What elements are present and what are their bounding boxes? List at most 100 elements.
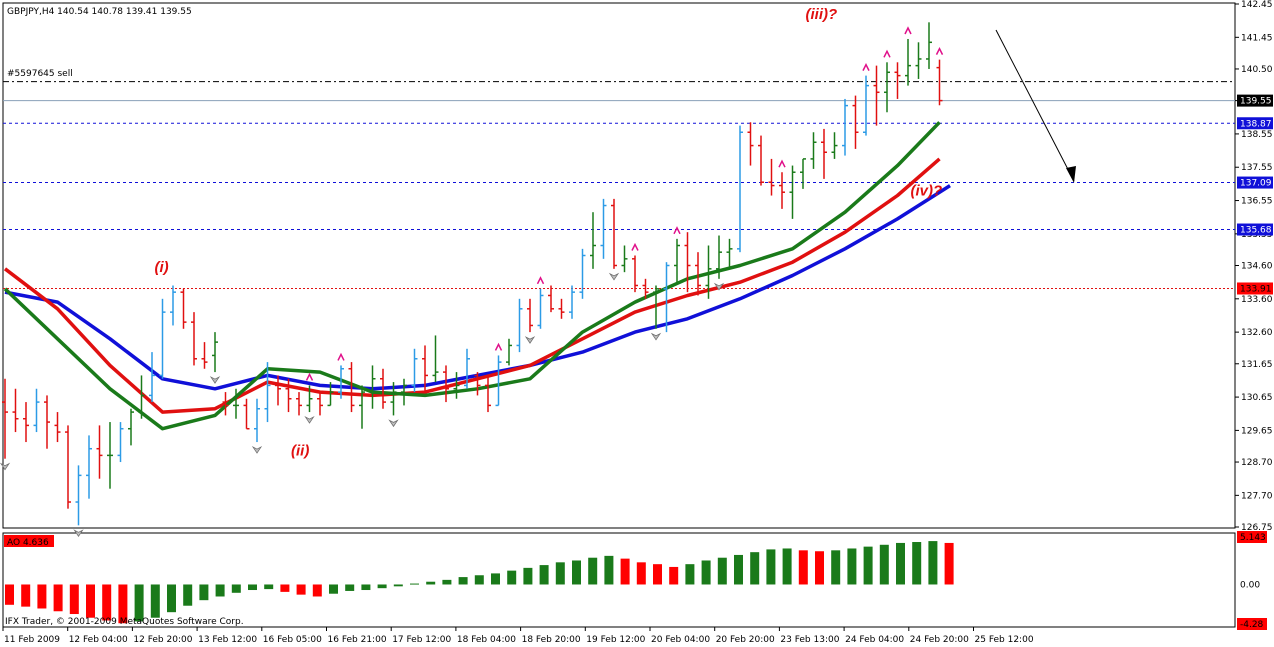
- wave-label: (ii): [291, 442, 309, 459]
- ao-label: AO 4.636: [7, 538, 49, 548]
- wave-label: (i): [155, 259, 169, 276]
- ao-bar: [199, 584, 209, 601]
- price-marker: [1237, 94, 1273, 107]
- ohlc-bar: [726, 238, 733, 269]
- ohlc-bar: [264, 362, 271, 423]
- ohlc-bar: [842, 98, 848, 156]
- price-marker-label: 139.55: [1240, 97, 1272, 107]
- fractal-up-icon: [337, 352, 345, 361]
- price-lines: [3, 81, 1235, 289]
- time-tick-label: 24 Feb 20:00: [910, 635, 969, 645]
- ohlc-bar: [243, 398, 250, 430]
- time-tick-label: 18 Feb 20:00: [522, 635, 581, 645]
- ao-bar: [102, 584, 112, 621]
- ohlc-bar: [789, 165, 796, 219]
- ohlc-bar: [926, 22, 932, 69]
- time-tick-label: 20 Feb 04:00: [651, 635, 710, 645]
- ao-bar: [928, 541, 938, 585]
- ao-bar: [896, 542, 905, 585]
- price-tick-label: 130.65: [1241, 393, 1273, 403]
- fractal-up-icon: [305, 372, 314, 381]
- price-marker: [1237, 117, 1273, 130]
- ao-bar: [669, 566, 679, 585]
- ao-bar: [912, 542, 922, 585]
- time-tick-label: 20 Feb 20:00: [716, 635, 775, 645]
- ao-bar: [248, 584, 257, 591]
- ao-bar: [167, 584, 176, 613]
- ohlc-bar: [579, 248, 586, 299]
- ohlc-bar: [233, 388, 239, 419]
- ohlc-bar: [96, 425, 103, 479]
- fractal-down-icon: [0, 462, 11, 471]
- ao-bar: [539, 565, 549, 585]
- fractal-down-icon: [388, 419, 399, 428]
- fractal-down-icon: [304, 416, 315, 424]
- ao-bar: [37, 584, 47, 609]
- ohlc-bar: [758, 135, 764, 186]
- ohlc-bar: [695, 252, 701, 296]
- ohlc-bar: [663, 262, 670, 333]
- time-tick-label: 23 Feb 13:00: [780, 635, 839, 645]
- ohlc-bar: [485, 375, 491, 413]
- fractal-up-icon: [536, 276, 545, 285]
- fractal-up-icon: [862, 62, 870, 71]
- ao-bar: [426, 581, 436, 585]
- ohlc-bar: [23, 402, 29, 443]
- ohlc-bar: [537, 288, 544, 329]
- ohlc-bar: [317, 392, 323, 416]
- ao-bar: [555, 562, 565, 585]
- fractal-up-icon: [883, 49, 891, 58]
- fractals: [0, 26, 944, 538]
- price-tick-label: 136.55: [1241, 197, 1273, 207]
- ao-bar: [734, 554, 743, 585]
- ao-bar: [280, 584, 290, 592]
- ohlc-bar: [296, 392, 302, 416]
- ao-bar: [53, 584, 63, 612]
- ohlc-bar: [180, 288, 187, 329]
- ao-bar: [782, 548, 792, 585]
- ohlc-bar: [936, 59, 943, 106]
- fractal-up-icon: [904, 26, 912, 35]
- price-tick-label: 126.75: [1241, 523, 1273, 533]
- ohlc-bar: [275, 375, 281, 406]
- ohlc-bar: [516, 298, 523, 353]
- time-axis: 11 Feb 2009 12 Feb 04:00 12 Feb 20:00 13 Fe…: [2, 627, 1034, 645]
- ohlc-bar: [642, 278, 649, 299]
- wave-labels: (i) (ii) (iii)? (iv)?: [155, 6, 943, 459]
- ao-bar: [329, 584, 338, 594]
- ohlc-bar: [54, 412, 61, 443]
- time-tick-label: 16 Feb 05:00: [263, 635, 322, 645]
- indicator-frame: [2, 532, 1236, 628]
- price-marker-label: 137.09: [1240, 179, 1272, 189]
- ao-bar: [474, 575, 484, 585]
- ohlc-bar: [75, 465, 82, 526]
- ao-label-box: [4, 535, 54, 547]
- ohlc-bar: [159, 298, 166, 379]
- ohlc-bar: [327, 382, 334, 407]
- ohlc-bar: [443, 365, 449, 403]
- symbol-info: GBPJPY,H4 140.54 140.78 139.41 139.55: [7, 7, 192, 17]
- ao-bar: [766, 549, 776, 585]
- time-tick-label: 24 Feb 04:00: [845, 635, 904, 645]
- ohlc-bar: [915, 42, 922, 79]
- time-tick-label: 19 Feb 12:00: [586, 635, 645, 645]
- price-tick-label: 137.55: [1241, 163, 1273, 173]
- ao-bar: [572, 560, 581, 585]
- price-tick-label: 141.45: [1241, 33, 1273, 43]
- ao-bar: [491, 573, 500, 585]
- price-marker: [1237, 176, 1273, 189]
- ohlc-bar: [873, 65, 880, 126]
- price-tick-label: 127.70: [1241, 491, 1273, 501]
- ohlc-bar: [128, 408, 134, 446]
- ao-bar: [442, 579, 452, 585]
- fractal-down-icon: [608, 272, 620, 281]
- ao-bar: [86, 584, 95, 618]
- ao-bar: [231, 584, 241, 593]
- ohlc-bar: [12, 388, 19, 433]
- fractal-down-icon: [251, 446, 263, 454]
- time-tick-label: 17 Feb 12:00: [392, 635, 451, 645]
- price-marker: [1237, 223, 1273, 236]
- arrow-head-icon: [1066, 166, 1076, 183]
- ao-bar: [458, 577, 468, 585]
- ohlc-bar: [527, 298, 533, 333]
